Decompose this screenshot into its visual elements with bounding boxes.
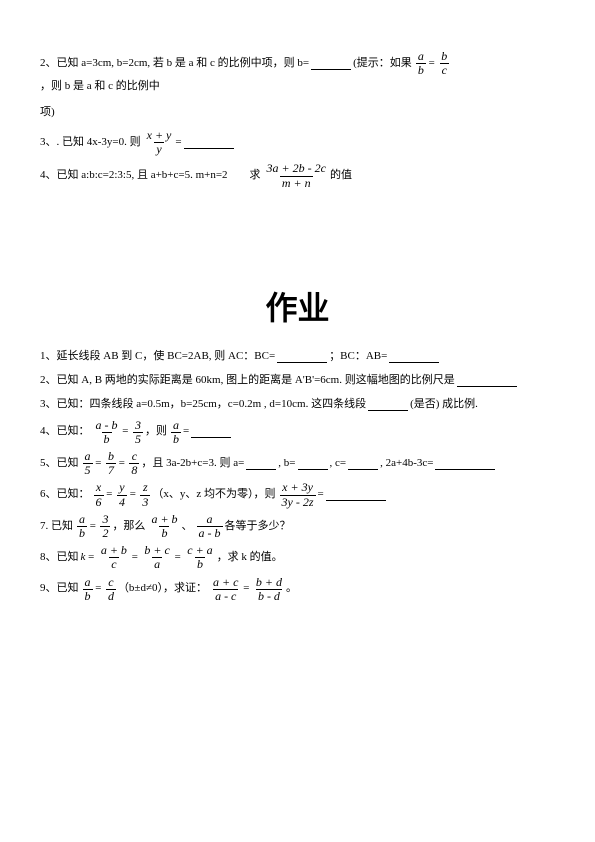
text: ；BC：AB= — [329, 347, 387, 367]
blank — [277, 351, 327, 363]
text: (提示：如果 — [353, 54, 412, 74]
blank — [435, 458, 495, 470]
fraction: 32 — [100, 513, 110, 540]
text: 6、已知： — [40, 485, 90, 505]
text: = — [183, 422, 189, 442]
problem-3: 3、. 已知 4x-3y=0. 则 x + yy = — [40, 129, 555, 156]
hw-9: 9、已知 ab = cd （b±d≠0），求证： a + ca - c = b … — [40, 576, 555, 603]
page: 2、已知 a=3cm, b=2cm, 若 b 是 a 和 c 的比例中项，则 b… — [0, 0, 595, 647]
equals: = — [242, 579, 249, 599]
equals: = — [118, 454, 125, 474]
blank — [457, 375, 517, 387]
text: 8、已知 — [40, 548, 79, 568]
equals: = — [428, 54, 435, 74]
blank — [246, 458, 276, 470]
text: ，那么 — [112, 517, 145, 537]
equals: = — [122, 422, 129, 442]
hw-3: 3、已知：四条线段 a=0.5m，b=25cm，c=0.2m , d=10cm.… — [40, 395, 555, 415]
text: 。 — [286, 579, 297, 599]
hw-4: 4、已知： a - bb = 35 ，则 ab = — [40, 419, 555, 446]
blank — [368, 399, 408, 411]
fraction: b7 — [106, 450, 116, 477]
text: = — [318, 485, 324, 505]
fraction: x + yy — [145, 129, 174, 156]
blank — [184, 137, 234, 149]
text: = — [175, 133, 181, 153]
fraction: ab — [83, 576, 93, 603]
blank — [389, 351, 439, 363]
equals: = — [106, 485, 113, 505]
fraction: ab — [416, 50, 426, 77]
equals: = — [89, 517, 96, 537]
text: ，求 k 的值。 — [217, 548, 283, 568]
fraction: c + ab — [185, 544, 214, 571]
text: (是否) 成比例. — [410, 395, 478, 415]
text: 的值 — [330, 166, 352, 186]
fraction: a5 — [83, 450, 93, 477]
hw-7: 7. 已知 ab = 32 ，那么 a + bb 、 aa - b 各等于多少？ — [40, 513, 555, 540]
blank — [311, 58, 351, 70]
problem-4: 4、已知 a:b:c=2:3:5, 且 a+b+c=5. m+n=2 求 3a … — [40, 162, 555, 189]
text: 9、已知 — [40, 579, 79, 599]
fraction: 3a + 2b - 2cm + n — [265, 162, 328, 189]
homework-section: 1、延长线段 AB 到 C，使 BC=2AB, 则 AC：BC= ；BC：AB=… — [40, 347, 555, 603]
fraction: b + ca — [142, 544, 171, 571]
fraction: a + ca - c — [211, 576, 240, 603]
text: 4、已知： — [40, 422, 90, 442]
text: 7. 已知 — [40, 517, 73, 537]
blank — [326, 489, 386, 501]
fraction: x6 — [94, 481, 104, 508]
fraction: aa - b — [197, 513, 223, 540]
equals: = — [129, 485, 136, 505]
fraction: c8 — [129, 450, 139, 477]
text: , 2a+4b-3c= — [380, 454, 433, 474]
text: 5、已知 — [40, 454, 79, 474]
blank — [191, 426, 231, 438]
fraction: a + bb — [149, 513, 179, 540]
equals: = — [131, 548, 138, 568]
text: , c= — [330, 454, 347, 474]
fraction: ab — [171, 419, 181, 446]
text: 2、已知 a=3cm, b=2cm, 若 b 是 a 和 c 的比例中项，则 b… — [40, 54, 309, 74]
text: 2、已知 A, B 两地的实际距离是 60km, 图上的距离是 A'B'=6cm… — [40, 371, 455, 391]
text: （b±d≠0），求证： — [118, 579, 207, 599]
text: 3、已知：四条线段 a=0.5m，b=25cm，c=0.2m , d=10cm.… — [40, 395, 366, 415]
hw-6: 6、已知： x6 = y4 = z3 （x、y、z 均不为零），则 x + 3y… — [40, 481, 555, 508]
text: 3、. 已知 4x-3y=0. 则 — [40, 133, 141, 153]
blank — [348, 458, 378, 470]
fraction: x + 3y3y - 2z — [280, 481, 316, 508]
equals: = — [95, 579, 102, 599]
fraction: cd — [106, 576, 116, 603]
hw-1: 1、延长线段 AB 到 C，使 BC=2AB, 则 AC：BC= ；BC：AB= — [40, 347, 555, 367]
fraction: z3 — [140, 481, 150, 508]
text: 各等于多少？ — [225, 517, 291, 537]
text: ，则 b 是 a 和 c 的比例中 — [40, 77, 160, 97]
fraction: 35 — [133, 419, 143, 446]
equals: = — [174, 548, 181, 568]
hw-2: 2、已知 A, B 两地的实际距离是 60km, 图上的距离是 A'B'=6cm… — [40, 371, 555, 391]
fraction: a + bc — [99, 544, 129, 571]
k: k — [81, 548, 86, 568]
homework-title: 作业 — [40, 280, 555, 338]
text: 1、延长线段 AB 到 C，使 BC=2AB, 则 AC：BC= — [40, 347, 275, 367]
text: （x、y、z 均不为零），则 — [152, 485, 275, 505]
text: 项) — [40, 103, 55, 123]
fraction: a - bb — [94, 419, 120, 446]
fraction: bc — [439, 50, 449, 77]
equals: = — [87, 548, 94, 568]
text: ，则 — [145, 422, 167, 442]
blank — [298, 458, 328, 470]
problem-2: 2、已知 a=3cm, b=2cm, 若 b 是 a 和 c 的比例中项，则 b… — [40, 50, 555, 97]
hw-8: 8、已知 k = a + bc = b + ca = c + ab ，求 k 的… — [40, 544, 555, 571]
fraction: b + db - d — [254, 576, 284, 603]
equals: = — [95, 454, 102, 474]
text: 4、已知 a:b:c=2:3:5, 且 a+b+c=5. m+n=2 求 — [40, 166, 261, 186]
fraction: ab — [77, 513, 87, 540]
text: , b= — [278, 454, 295, 474]
problem-2-cont: 项) — [40, 103, 555, 123]
hw-5: 5、已知 a5 = b7 = c8 ，且 3a-2b+c=3. 则 a= , b… — [40, 450, 555, 477]
text: ，且 3a-2b+c=3. 则 a= — [141, 454, 244, 474]
fraction: y4 — [117, 481, 127, 508]
text: 、 — [182, 517, 193, 537]
